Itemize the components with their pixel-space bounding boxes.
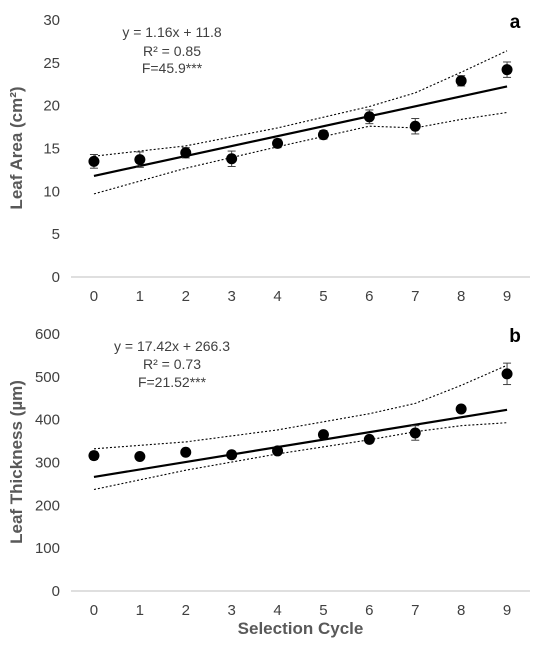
y-axis-label: Leaf Thickness (µm) [7,380,26,544]
y-tick-label: 300 [35,455,60,472]
y-tick-label: 600 [35,326,60,343]
data-point [363,111,375,123]
regression-annotation: R² = 0.73 [143,356,201,372]
x-tick-label: 3 [227,288,235,305]
regression-annotation: F=45.9*** [142,60,203,76]
x-tick-label: 3 [227,602,235,619]
x-tick-label: 7 [411,602,419,619]
data-point [134,451,146,463]
data-point [272,445,284,457]
data-point [226,449,238,461]
data-point [317,429,329,441]
x-tick-label: 1 [136,602,144,619]
x-tick-label: 5 [319,288,327,305]
regression-annotation: y = 17.42x + 266.3 [114,338,230,354]
data-point [272,137,284,149]
x-tick-label: 9 [503,288,511,305]
y-tick-label: 20 [43,98,60,115]
y-tick-label: 500 [35,369,60,386]
x-tick-label: 5 [319,602,327,619]
data-point [501,368,513,380]
lower-band-line [93,422,508,491]
x-tick-label: 6 [365,602,373,619]
x-tick-label: 4 [273,288,281,305]
chart-panel-a: 0 5 10 15 20 25 30 0 1 2 3 4 5 6 7 8 9 Leaf Area (cm²) a y … [7,12,530,305]
y-tick-label: 400 [35,412,60,429]
data-point [409,427,421,439]
trend-line [93,408,508,479]
upper-band-line [93,50,508,157]
data-point [88,450,100,462]
x-tick-label: 6 [365,288,373,305]
data-point [180,147,192,159]
y-tick-label: 5 [52,226,60,243]
trend-line [93,85,508,177]
data-point [317,129,329,141]
y-tick-label: 25 [43,55,60,72]
x-tick-label: 9 [503,602,511,619]
upper-band-line [93,364,508,450]
lower-band-line [93,111,508,195]
data-point [501,64,513,76]
data-point [226,153,238,165]
data-point [455,75,467,87]
x-tick-label: 8 [457,602,465,619]
x-axis-label: Selection Cycle [238,619,364,638]
x-tick-label: 4 [273,602,281,619]
y-tick-label: 30 [43,12,60,29]
x-tick-label: 2 [182,602,190,619]
y-tick-label: 0 [52,269,60,286]
panel-label: a [510,12,521,33]
chart-panel-b: 0 100 200 300 400 500 600 0 1 2 3 4 5 6 7 8 9 Leaf Thickn… [7,326,530,638]
y-tick-label: 200 [35,497,60,514]
data-point [134,154,146,166]
x-tick-label: 7 [411,288,419,305]
x-tick-label: 1 [136,288,144,305]
y-tick-label: 10 [43,183,60,200]
data-point [180,446,192,458]
y-tick-label: 100 [35,540,60,557]
x-tick-label: 8 [457,288,465,305]
y-tick-label: 15 [43,141,60,158]
y-tick-label: 0 [52,583,60,600]
y-axis-label: Leaf Area (cm²) [7,86,26,209]
regression-annotation: y = 1.16x + 11.8 [122,24,222,40]
x-tick-label: 0 [90,602,98,619]
data-point [409,120,421,132]
x-tick-label: 2 [182,288,190,305]
data-point [363,433,375,445]
panel-label: b [509,326,521,347]
data-point [455,403,467,415]
x-tick-label: 0 [90,288,98,305]
regression-annotation: R² = 0.85 [143,43,201,59]
regression-annotation: F=21.52*** [138,374,207,390]
data-point [88,155,100,167]
